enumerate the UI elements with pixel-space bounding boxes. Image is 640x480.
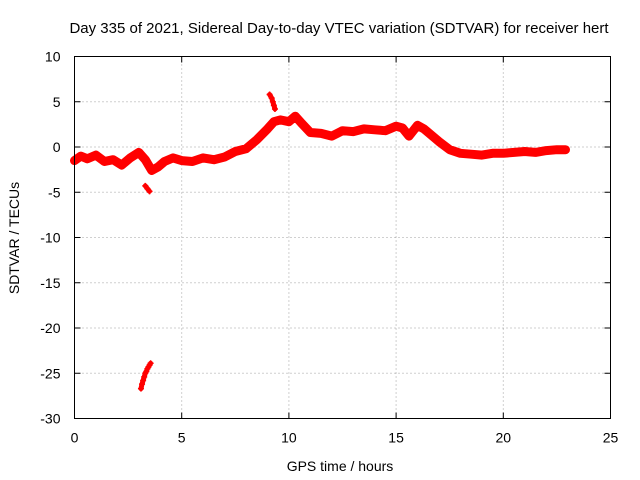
data-point	[468, 151, 475, 158]
data-point	[264, 125, 271, 132]
data-point	[110, 156, 117, 163]
grid-layer	[74, 56, 611, 419]
data-point	[553, 146, 560, 153]
data-point	[141, 373, 148, 380]
data-point	[142, 156, 149, 163]
data-point	[135, 149, 142, 156]
y-tick-label: 10	[45, 49, 61, 65]
x-tick-label: 0	[71, 430, 79, 446]
data-point	[371, 126, 378, 133]
y-tick-label: 0	[53, 139, 61, 155]
y-axis-label: SDTVAR / TECUs	[6, 182, 22, 294]
series-2	[142, 182, 153, 195]
data-point	[139, 381, 146, 388]
data-point	[77, 153, 84, 160]
data-point	[161, 158, 168, 165]
x-tick-label: 5	[178, 430, 186, 446]
data-point	[298, 120, 305, 127]
y-tick-label: -20	[40, 320, 60, 336]
data-point	[101, 158, 108, 165]
data-layer	[70, 91, 570, 392]
data-point	[118, 162, 125, 169]
data-point	[243, 145, 250, 152]
data-point	[232, 148, 239, 155]
data-point	[420, 125, 427, 132]
x-tick-label: 25	[603, 430, 619, 446]
series-band	[70, 111, 570, 175]
data-point	[148, 167, 155, 174]
data-point	[178, 157, 185, 164]
data-point	[532, 149, 539, 156]
data-point	[266, 91, 273, 98]
y-tick-label: -10	[40, 230, 60, 246]
y-tick-label: -5	[48, 184, 61, 200]
y-tick-label: -15	[40, 275, 60, 291]
data-point	[427, 131, 434, 138]
data-point	[382, 127, 389, 134]
data-point	[84, 155, 91, 162]
data-point	[399, 124, 406, 131]
data-point	[170, 154, 177, 161]
x-tick-label: 20	[496, 430, 512, 446]
data-point	[253, 136, 260, 143]
data-point	[221, 153, 228, 160]
series-1	[266, 91, 278, 112]
data-point	[446, 146, 453, 153]
data-point	[140, 377, 147, 384]
data-point	[457, 150, 464, 157]
data-point	[277, 116, 284, 123]
data-point	[360, 125, 367, 132]
y-tick-label: 5	[53, 94, 61, 110]
x-tick-label: 10	[281, 430, 297, 446]
data-point	[270, 102, 277, 109]
data-point	[500, 150, 507, 157]
y-tick-label: -25	[40, 365, 60, 381]
data-point	[478, 152, 485, 159]
x-axis-label: GPS time / hours	[287, 458, 394, 474]
data-point	[155, 163, 162, 170]
data-point	[200, 154, 207, 161]
data-point	[271, 105, 278, 112]
series-3	[137, 360, 154, 392]
data-point	[489, 150, 496, 157]
data-point	[339, 127, 346, 134]
data-point	[405, 133, 412, 140]
data-point	[292, 113, 299, 120]
data-point	[350, 128, 357, 135]
y-tick-label: -30	[40, 411, 60, 427]
data-point	[92, 152, 99, 159]
data-point	[137, 385, 144, 392]
chart-title: Day 335 of 2021, Sidereal Day-to-day VTE…	[69, 20, 609, 37]
series-0	[70, 111, 570, 175]
data-point	[146, 188, 153, 195]
data-point	[147, 360, 154, 367]
data-point	[543, 147, 550, 154]
data-point	[521, 148, 528, 155]
data-point	[562, 146, 569, 153]
data-point	[189, 158, 196, 165]
tick-layer: 0 5 10 15 20 25 -30 -25 -20 -15 -10 -5 0 5 10	[40, 49, 618, 446]
data-point	[393, 123, 400, 130]
data-point	[268, 95, 275, 102]
data-point	[270, 118, 277, 125]
data-point	[435, 138, 442, 145]
data-point	[210, 156, 217, 163]
data-point	[318, 130, 325, 137]
data-point	[307, 129, 314, 136]
data-point	[511, 149, 518, 156]
data-point	[328, 133, 335, 140]
data-point	[269, 98, 276, 105]
data-point	[127, 154, 134, 161]
x-tick-label: 15	[388, 430, 404, 446]
data-point	[285, 118, 292, 125]
data-point	[414, 122, 421, 129]
